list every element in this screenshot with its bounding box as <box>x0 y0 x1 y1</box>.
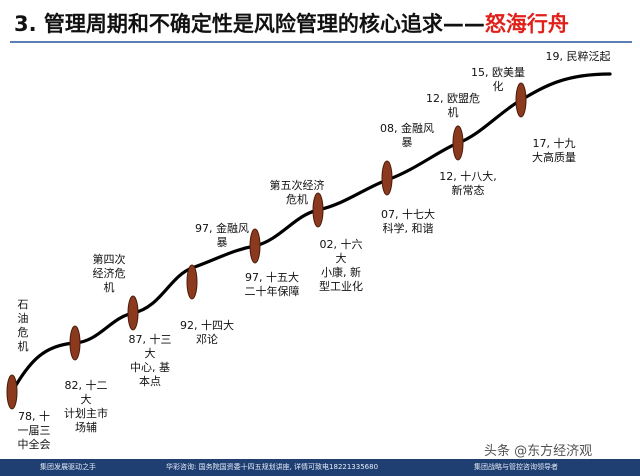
title-underline <box>10 41 632 43</box>
milestone-label: 12, 欧盟危 机 <box>426 92 480 119</box>
milestone-label: 92, 十四大 邓论 <box>180 319 234 346</box>
milestone-node <box>312 192 324 228</box>
milestone-node <box>452 125 464 161</box>
footer-left: 集团发展驱动之手 <box>40 463 96 471</box>
milestone-node <box>249 228 261 264</box>
milestone-node <box>127 295 139 331</box>
footer-right: 集团战略与管控咨询领导者 <box>474 463 558 471</box>
watermark: 头条 @东方经济观 <box>484 444 593 459</box>
growth-curve-path <box>10 72 612 394</box>
milestone-node <box>69 325 81 361</box>
milestone-label: 87, 十三 大 中心, 基 本点 <box>128 333 172 388</box>
milestone-node <box>6 374 18 410</box>
milestone-label: 19, 民粹泛起 <box>545 50 611 63</box>
milestone-label: 97, 十五大 二十年保障 <box>244 271 300 298</box>
milestone-label: 第四次 经济危 机 <box>92 253 126 294</box>
milestone-node <box>515 82 527 118</box>
milestone-label: 15, 欧美量 化 <box>471 66 525 93</box>
milestone-label: 17, 十九 大高质量 <box>532 137 576 164</box>
milestone-label: 02, 十六 大 小康, 新 型工业化 <box>319 238 363 293</box>
footer-bar: 集团发展驱动之手 华彩咨询: 国务院国资委十四五规划讲座, 详情可致电18221… <box>0 459 640 476</box>
milestone-node <box>381 160 393 196</box>
milestone-label: 08, 金融风 暴 <box>380 122 434 149</box>
milestone-label: 78, 十 一届三 中全会 <box>17 410 51 451</box>
page-title: 3. 管理周期和不确定性是风险管理的核心追求——怒海行舟 <box>14 12 569 36</box>
milestone-label: 石 油 危 机 <box>17 298 29 353</box>
milestone-label: 第五次经济 危机 <box>269 179 325 206</box>
milestone-label: 07, 十七大 科学, 和谐 <box>381 208 435 235</box>
milestone-label: 97, 金融风 暴 <box>195 222 249 249</box>
milestone-label: 12, 十八大, 新常态 <box>439 170 497 197</box>
milestone-node <box>186 264 198 300</box>
milestone-label: 82, 十二 大 计划主市 场辅 <box>64 379 108 434</box>
footer-center: 华彩咨询: 国务院国资委十四五规划讲座, 详情可致电18221335680 <box>166 463 379 471</box>
